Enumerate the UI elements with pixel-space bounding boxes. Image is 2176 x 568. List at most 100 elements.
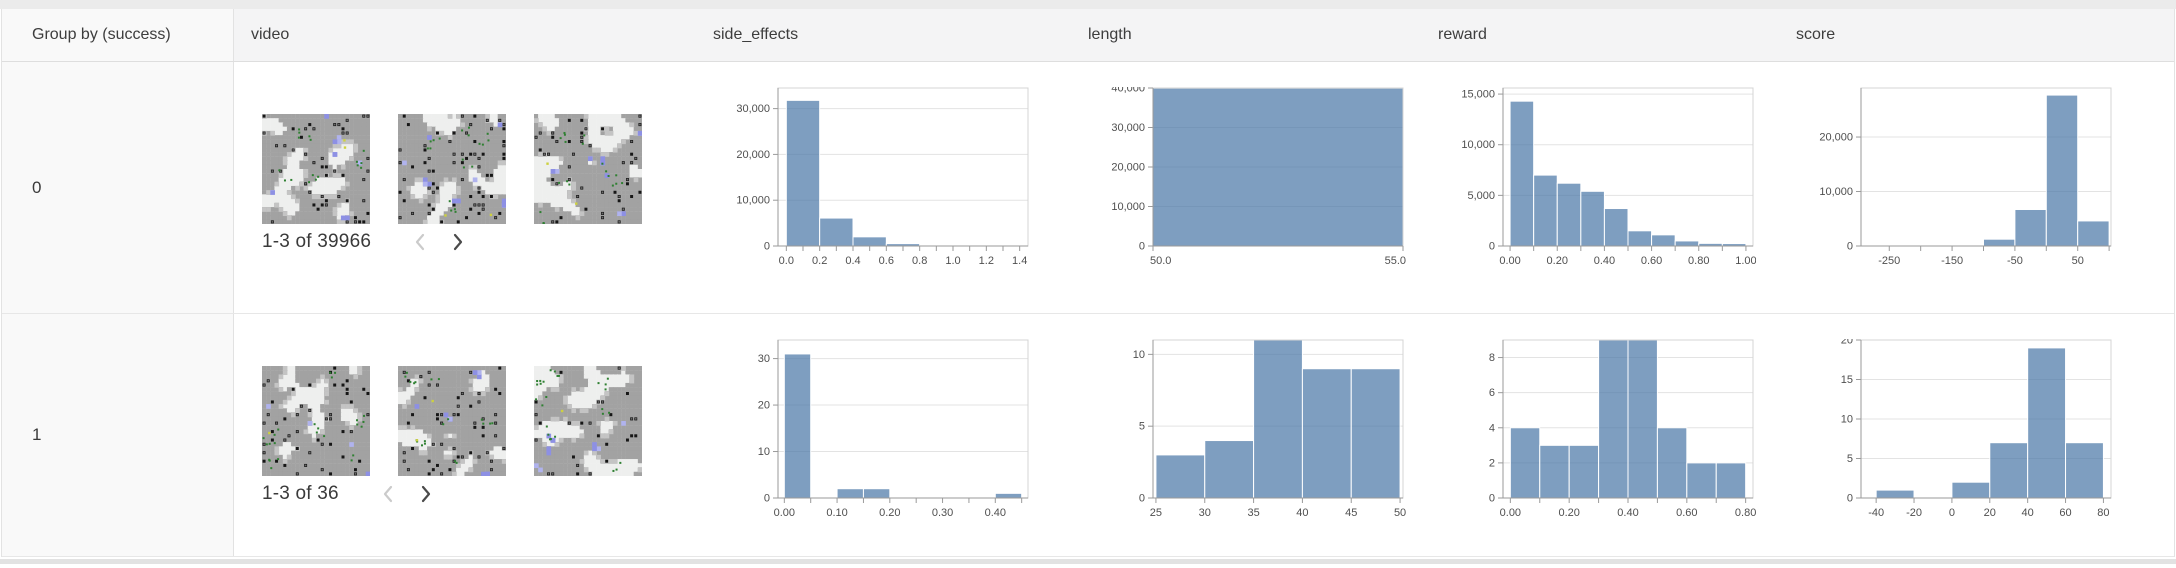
svg-text:25: 25 bbox=[1150, 507, 1162, 519]
svg-text:-20: -20 bbox=[1906, 507, 1922, 519]
svg-text:0.0: 0.0 bbox=[779, 255, 794, 267]
svg-text:20: 20 bbox=[1984, 507, 1996, 519]
svg-text:20,000: 20,000 bbox=[736, 149, 770, 161]
svg-text:0.20: 0.20 bbox=[1558, 507, 1579, 519]
svg-text:15,000: 15,000 bbox=[1461, 89, 1495, 101]
group-value: 1 bbox=[32, 425, 42, 444]
svg-text:1.0: 1.0 bbox=[945, 255, 960, 267]
svg-text:50.0: 50.0 bbox=[1150, 255, 1171, 267]
table-row-group-1: 1 1-3 of 36 0 10 20 30 0.00 0.10 0.20 bbox=[2, 314, 2174, 557]
svg-text:0.2: 0.2 bbox=[812, 255, 827, 267]
svg-text:0: 0 bbox=[1949, 507, 1955, 519]
svg-text:10: 10 bbox=[758, 446, 770, 458]
pagination-next-button[interactable] bbox=[419, 483, 433, 505]
histogram-side-effects-group-0[interactable]: 0 10,000 20,000 30,000 0.0 0.2 0.4 0.6 0.8 1.0 1.2… bbox=[696, 62, 1071, 313]
histogram-reward-group-0[interactable]: 0 5,000 10,000 15,000 0.00 0.20 0.40 0.60 0.80 1.… bbox=[1421, 62, 1779, 313]
svg-text:30: 30 bbox=[1199, 507, 1211, 519]
video-cell: 1-3 of 39966 bbox=[234, 62, 696, 313]
svg-text:80: 80 bbox=[2097, 507, 2109, 519]
svg-text:0: 0 bbox=[1489, 241, 1495, 253]
column-header-label: reward bbox=[1438, 26, 1487, 43]
column-header-video[interactable]: video bbox=[234, 9, 696, 61]
svg-text:5: 5 bbox=[1139, 421, 1145, 433]
svg-text:40,000: 40,000 bbox=[1111, 87, 1145, 95]
video-thumbnail[interactable] bbox=[262, 114, 370, 224]
horizontal-scrollbar[interactable] bbox=[0, 559, 2176, 564]
table-row-group-0: 0 1-3 of 39966 0 10,000 20,000 30, bbox=[2, 62, 2174, 314]
svg-text:0.6: 0.6 bbox=[879, 255, 894, 267]
svg-text:30,000: 30,000 bbox=[736, 103, 770, 115]
svg-text:20,000: 20,000 bbox=[1819, 132, 1853, 144]
svg-text:-150: -150 bbox=[1941, 255, 1963, 267]
histogram-score-group-0[interactable]: 0 10,000 20,000 -250 -150 -50 50 bbox=[1779, 62, 2174, 313]
svg-text:0.80: 0.80 bbox=[1735, 507, 1756, 519]
svg-text:50: 50 bbox=[2072, 255, 2084, 267]
group-value: 0 bbox=[32, 177, 42, 197]
svg-text:0.10: 0.10 bbox=[826, 507, 847, 519]
svg-text:-50: -50 bbox=[2007, 255, 2023, 267]
svg-text:30: 30 bbox=[758, 353, 770, 365]
video-thumbnail[interactable] bbox=[398, 114, 506, 224]
histogram-length-group-1[interactable]: 0 5 10 25 30 35 40 45 50 bbox=[1071, 314, 1421, 556]
histogram-side-effects-group-1[interactable]: 0 10 20 30 0.00 0.10 0.20 0.30 0.40 bbox=[696, 314, 1071, 556]
column-header-length[interactable]: length bbox=[1071, 9, 1421, 61]
svg-text:15: 15 bbox=[1841, 374, 1853, 386]
svg-text:0.4: 0.4 bbox=[845, 255, 860, 267]
svg-text:0: 0 bbox=[1139, 493, 1145, 505]
top-margin-strip bbox=[0, 0, 2176, 9]
svg-text:10,000: 10,000 bbox=[1461, 139, 1495, 151]
svg-text:10,000: 10,000 bbox=[1819, 186, 1853, 198]
chevron-left-icon bbox=[383, 485, 392, 503]
svg-text:0.60: 0.60 bbox=[1641, 255, 1662, 267]
svg-text:0.60: 0.60 bbox=[1676, 507, 1697, 519]
column-header-score[interactable]: score bbox=[1779, 9, 2174, 61]
histogram-score-group-1[interactable]: 0 5 10 15 20 -40 -20 0 20 40 60 80 bbox=[1779, 314, 2174, 556]
svg-text:60: 60 bbox=[2059, 507, 2071, 519]
video-thumbnails bbox=[262, 114, 696, 224]
svg-text:0.40: 0.40 bbox=[1594, 255, 1615, 267]
pagination-prev-button[interactable] bbox=[413, 231, 427, 253]
video-thumbnail[interactable] bbox=[398, 366, 506, 476]
svg-text:10,000: 10,000 bbox=[736, 195, 770, 207]
group-value-cell: 0 bbox=[2, 62, 234, 313]
column-header-group-by[interactable]: Group by (success) bbox=[2, 9, 234, 61]
video-cell: 1-3 of 36 bbox=[234, 314, 696, 556]
pagination-prev-button[interactable] bbox=[381, 483, 395, 505]
grouped-runs-table: Group by (success) video side_effects le… bbox=[1, 9, 2175, 557]
svg-text:40: 40 bbox=[1296, 507, 1308, 519]
svg-text:20: 20 bbox=[1841, 339, 1853, 347]
svg-text:0: 0 bbox=[764, 241, 770, 253]
svg-text:40: 40 bbox=[2022, 507, 2034, 519]
column-header-side-effects[interactable]: side_effects bbox=[696, 9, 1071, 61]
video-thumbnail[interactable] bbox=[534, 114, 642, 224]
svg-text:5,000: 5,000 bbox=[1467, 190, 1495, 202]
svg-text:0: 0 bbox=[1847, 493, 1853, 505]
svg-text:1.2: 1.2 bbox=[979, 255, 994, 267]
video-pagination: 1-3 of 36 bbox=[262, 483, 696, 505]
svg-text:20: 20 bbox=[758, 400, 770, 412]
group-value-cell: 1 bbox=[2, 314, 234, 556]
svg-text:0.00: 0.00 bbox=[1499, 255, 1520, 267]
video-thumbnail[interactable] bbox=[262, 366, 370, 476]
video-thumbnails bbox=[262, 366, 696, 476]
histogram-reward-group-1[interactable]: 0 2 4 6 8 0.00 0.20 0.40 0.60 0.80 bbox=[1421, 314, 1779, 556]
svg-text:0.00: 0.00 bbox=[1500, 507, 1521, 519]
svg-text:45: 45 bbox=[1345, 507, 1357, 519]
svg-text:0.00: 0.00 bbox=[774, 507, 795, 519]
chevron-left-icon bbox=[416, 233, 425, 251]
svg-text:-40: -40 bbox=[1868, 507, 1884, 519]
svg-text:1.4: 1.4 bbox=[1012, 255, 1027, 267]
histogram-length-group-0[interactable]: 0 10,000 20,000 30,000 40,000 50.0 55.0 bbox=[1071, 62, 1421, 313]
svg-text:0.20: 0.20 bbox=[879, 507, 900, 519]
svg-text:5: 5 bbox=[1847, 453, 1853, 465]
svg-text:35: 35 bbox=[1247, 507, 1259, 519]
column-header-reward[interactable]: reward bbox=[1421, 9, 1779, 61]
svg-text:10: 10 bbox=[1841, 414, 1853, 426]
pagination-label: 1-3 of 36 bbox=[262, 483, 339, 504]
pagination-next-button[interactable] bbox=[451, 231, 465, 253]
svg-text:0.20: 0.20 bbox=[1547, 255, 1568, 267]
svg-text:30,000: 30,000 bbox=[1111, 122, 1145, 134]
svg-text:0.40: 0.40 bbox=[1617, 507, 1638, 519]
video-thumbnail[interactable] bbox=[534, 366, 642, 476]
